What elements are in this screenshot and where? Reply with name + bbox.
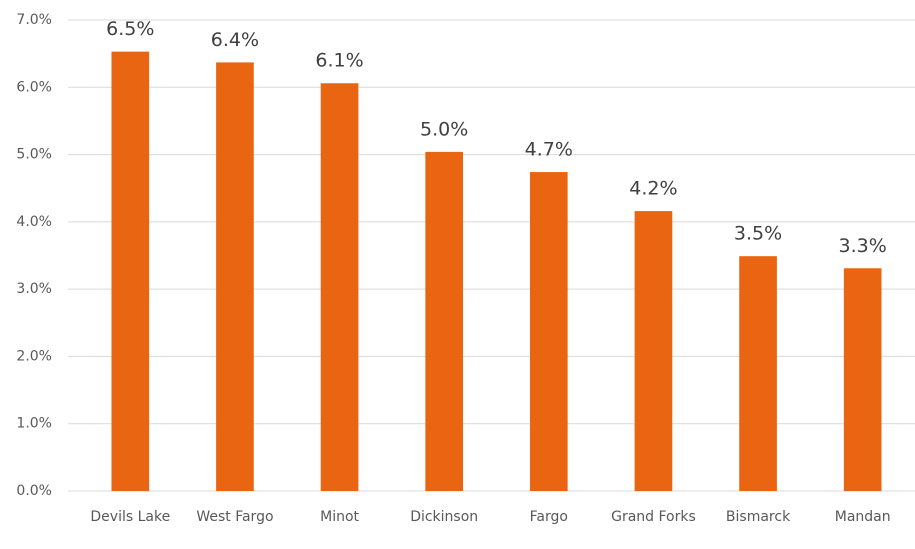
bar: [425, 151, 464, 491]
bar: [111, 51, 150, 491]
bar: [216, 62, 254, 491]
value-label: 6.5%: [106, 18, 154, 40]
x-tick-label: Devils Lake: [90, 509, 170, 525]
y-tick-label: 2.0%: [16, 348, 52, 364]
y-tick-label: 3.0%: [16, 281, 52, 297]
value-label: 6.4%: [211, 29, 259, 51]
x-tick-label: West Fargo: [196, 509, 273, 525]
value-label: 3.3%: [839, 235, 887, 257]
bar: [634, 211, 673, 491]
y-tick-label: 5.0%: [16, 147, 52, 163]
bar: [843, 268, 882, 491]
value-label: 4.7%: [525, 139, 573, 161]
bar: [739, 256, 777, 491]
x-tick-label: Mandan: [835, 509, 891, 525]
bar: [529, 172, 568, 491]
value-label: 3.5%: [734, 223, 782, 245]
y-tick-label: 0.0%: [16, 483, 52, 499]
x-tick-label: Minot: [320, 509, 359, 525]
x-tick-label: Bismarck: [726, 509, 791, 525]
y-tick-label: 4.0%: [16, 214, 52, 230]
value-label: 6.1%: [315, 50, 363, 72]
value-label: 5.0%: [420, 118, 468, 140]
bar: [320, 83, 359, 492]
y-tick-label: 6.0%: [16, 79, 52, 95]
y-tick-label: 1.0%: [16, 416, 52, 432]
value-label: 4.2%: [629, 178, 677, 200]
x-tick-label: Fargo: [530, 509, 568, 525]
y-tick-label: 7.0%: [16, 12, 52, 28]
x-tick-label: Grand Forks: [611, 509, 696, 525]
x-tick-label: Dickinson: [410, 509, 478, 525]
